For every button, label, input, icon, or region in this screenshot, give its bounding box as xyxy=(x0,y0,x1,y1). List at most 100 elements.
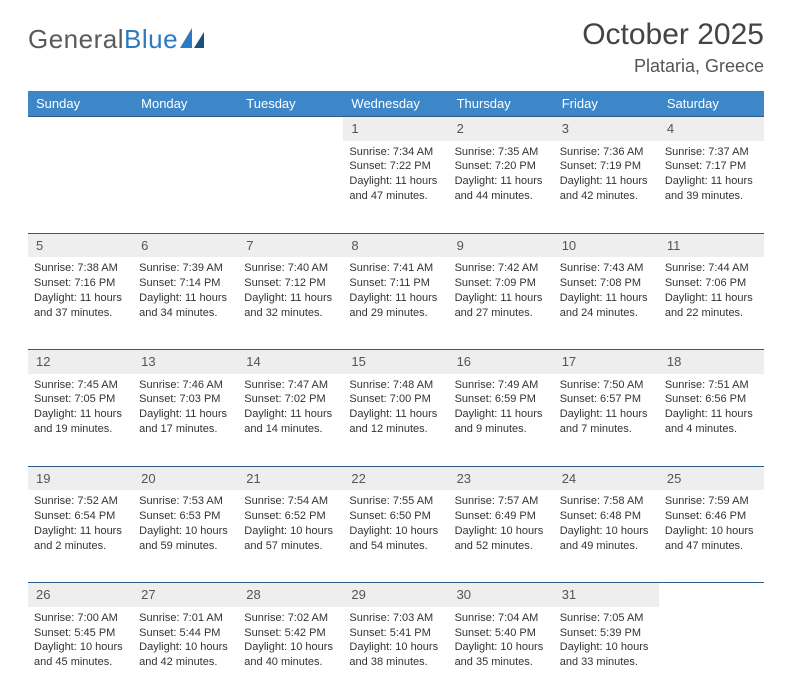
day-number: 7 xyxy=(238,233,343,258)
calendar-cell: Sunrise: 7:36 AMSunset: 7:19 PMDaylight:… xyxy=(554,141,659,233)
day-details: Sunrise: 7:54 AMSunset: 6:52 PMDaylight:… xyxy=(244,494,337,553)
calendar-cell xyxy=(659,607,764,699)
day-details: Sunrise: 7:44 AMSunset: 7:06 PMDaylight:… xyxy=(665,261,758,320)
daylight-line: Daylight: 10 hours and 47 minutes. xyxy=(665,524,758,554)
day-number-empty xyxy=(133,116,238,141)
sunrise-line: Sunrise: 7:46 AM xyxy=(139,378,232,393)
calendar-cell: Sunrise: 7:45 AMSunset: 7:05 PMDaylight:… xyxy=(28,374,133,466)
calendar-daynum-row: 12131415161718 xyxy=(28,349,764,374)
calendar-cell: Sunrise: 7:46 AMSunset: 7:03 PMDaylight:… xyxy=(133,374,238,466)
day-details: Sunrise: 7:41 AMSunset: 7:11 PMDaylight:… xyxy=(349,261,442,320)
day-details: Sunrise: 7:43 AMSunset: 7:08 PMDaylight:… xyxy=(560,261,653,320)
daylight-line: Daylight: 11 hours and 22 minutes. xyxy=(665,291,758,321)
day-header: Monday xyxy=(133,91,238,116)
day-details: Sunrise: 7:40 AMSunset: 7:12 PMDaylight:… xyxy=(244,261,337,320)
sunrise-line: Sunrise: 7:57 AM xyxy=(455,494,548,509)
calendar-cell xyxy=(133,141,238,233)
day-details: Sunrise: 7:45 AMSunset: 7:05 PMDaylight:… xyxy=(34,378,127,437)
calendar-cell: Sunrise: 7:50 AMSunset: 6:57 PMDaylight:… xyxy=(554,374,659,466)
calendar-cell: Sunrise: 7:37 AMSunset: 7:17 PMDaylight:… xyxy=(659,141,764,233)
day-number: 30 xyxy=(449,582,554,607)
day-number: 14 xyxy=(238,349,343,374)
day-details: Sunrise: 7:35 AMSunset: 7:20 PMDaylight:… xyxy=(455,145,548,204)
sunrise-line: Sunrise: 7:05 AM xyxy=(560,611,653,626)
sunset-line: Sunset: 7:17 PM xyxy=(665,159,758,174)
sunset-line: Sunset: 7:05 PM xyxy=(34,392,127,407)
day-details: Sunrise: 7:52 AMSunset: 6:54 PMDaylight:… xyxy=(34,494,127,553)
day-details: Sunrise: 7:38 AMSunset: 7:16 PMDaylight:… xyxy=(34,261,127,320)
sunrise-line: Sunrise: 7:02 AM xyxy=(244,611,337,626)
sunset-line: Sunset: 5:44 PM xyxy=(139,626,232,641)
calendar-cell: Sunrise: 7:38 AMSunset: 7:16 PMDaylight:… xyxy=(28,257,133,349)
daylight-line: Daylight: 11 hours and 17 minutes. xyxy=(139,407,232,437)
daylight-line: Daylight: 10 hours and 49 minutes. xyxy=(560,524,653,554)
sunrise-line: Sunrise: 7:55 AM xyxy=(349,494,442,509)
sunrise-line: Sunrise: 7:35 AM xyxy=(455,145,548,160)
calendar-cell: Sunrise: 7:43 AMSunset: 7:08 PMDaylight:… xyxy=(554,257,659,349)
day-number-empty xyxy=(238,116,343,141)
calendar-cell: Sunrise: 7:01 AMSunset: 5:44 PMDaylight:… xyxy=(133,607,238,699)
sunrise-line: Sunrise: 7:00 AM xyxy=(34,611,127,626)
logo: GeneralBlue xyxy=(28,18,206,55)
daylight-line: Daylight: 10 hours and 54 minutes. xyxy=(349,524,442,554)
calendar-cell: Sunrise: 7:52 AMSunset: 6:54 PMDaylight:… xyxy=(28,490,133,582)
sunrise-line: Sunrise: 7:54 AM xyxy=(244,494,337,509)
calendar-week-row: Sunrise: 7:38 AMSunset: 7:16 PM Daylight:… xyxy=(28,257,764,349)
calendar-cell: Sunrise: 7:48 AMSunset: 7:00 PMDaylight:… xyxy=(343,374,448,466)
daylight-line: Daylight: 11 hours and 7 minutes. xyxy=(560,407,653,437)
sunset-line: Sunset: 5:45 PM xyxy=(34,626,127,641)
day-header: Sunday xyxy=(28,91,133,116)
day-number: 23 xyxy=(449,466,554,491)
calendar-cell: Sunrise: 7:04 AMSunset: 5:40 PMDaylight:… xyxy=(449,607,554,699)
calendar-cell: Sunrise: 7:40 AMSunset: 7:12 PMDaylight:… xyxy=(238,257,343,349)
daylight-line: Daylight: 11 hours and 4 minutes. xyxy=(665,407,758,437)
daylight-line: Daylight: 11 hours and 9 minutes. xyxy=(455,407,548,437)
day-number: 26 xyxy=(28,582,133,607)
daylight-line: Daylight: 11 hours and 29 minutes. xyxy=(349,291,442,321)
sunset-line: Sunset: 6:54 PM xyxy=(34,509,127,524)
calendar-header-row: Sunday Monday Tuesday Wednesday Thursday… xyxy=(28,91,764,116)
sunrise-line: Sunrise: 7:04 AM xyxy=(455,611,548,626)
sunset-line: Sunset: 7:14 PM xyxy=(139,276,232,291)
day-number: 21 xyxy=(238,466,343,491)
day-details: Sunrise: 7:01 AMSunset: 5:44 PMDaylight:… xyxy=(139,611,232,670)
header: GeneralBlue October 2025 Plataria, Greec… xyxy=(28,18,764,77)
calendar-cell: Sunrise: 7:55 AMSunset: 6:50 PMDaylight:… xyxy=(343,490,448,582)
sunrise-line: Sunrise: 7:50 AM xyxy=(560,378,653,393)
calendar-daynum-row: 19202122232425 xyxy=(28,466,764,491)
calendar-daynum-row: 567891011 xyxy=(28,233,764,258)
day-details: Sunrise: 7:50 AMSunset: 6:57 PMDaylight:… xyxy=(560,378,653,437)
day-details: Sunrise: 7:58 AMSunset: 6:48 PMDaylight:… xyxy=(560,494,653,553)
day-number: 20 xyxy=(133,466,238,491)
sunset-line: Sunset: 7:06 PM xyxy=(665,276,758,291)
day-details: Sunrise: 7:34 AMSunset: 7:22 PMDaylight:… xyxy=(349,145,442,204)
daylight-line: Daylight: 11 hours and 2 minutes. xyxy=(34,524,127,554)
day-number: 27 xyxy=(133,582,238,607)
sunset-line: Sunset: 5:40 PM xyxy=(455,626,548,641)
sunrise-line: Sunrise: 7:38 AM xyxy=(34,261,127,276)
calendar-week-row: Sunrise: 7:52 AMSunset: 6:54 PMDaylight:… xyxy=(28,490,764,582)
day-number: 28 xyxy=(238,582,343,607)
calendar-cell: Sunrise: 7:41 AMSunset: 7:11 PMDaylight:… xyxy=(343,257,448,349)
calendar-cell: Sunrise: 7:34 AMSunset: 7:22 PMDaylight:… xyxy=(343,141,448,233)
day-number: 15 xyxy=(343,349,448,374)
daylight-line: Daylight: 11 hours and 32 minutes. xyxy=(244,291,337,321)
sunrise-line: Sunrise: 7:42 AM xyxy=(455,261,548,276)
sunset-line: Sunset: 7:11 PM xyxy=(349,276,442,291)
daylight-line: Daylight: 11 hours and 39 minutes. xyxy=(665,174,758,204)
daylight-line: Daylight: 11 hours and 44 minutes. xyxy=(455,174,548,204)
sunset-line: Sunset: 7:16 PM xyxy=(34,276,127,291)
day-number: 10 xyxy=(554,233,659,258)
sunset-line: Sunset: 7:19 PM xyxy=(560,159,653,174)
logo-text: GeneralBlue xyxy=(28,24,178,55)
daylight-line: Daylight: 11 hours and 47 minutes. xyxy=(349,174,442,204)
day-number: 1 xyxy=(343,116,448,141)
day-number: 16 xyxy=(449,349,554,374)
sunset-line: Sunset: 7:00 PM xyxy=(349,392,442,407)
day-number: 13 xyxy=(133,349,238,374)
day-number: 17 xyxy=(554,349,659,374)
day-number: 3 xyxy=(554,116,659,141)
sunrise-line: Sunrise: 7:45 AM xyxy=(34,378,127,393)
sunrise-line: Sunrise: 7:39 AM xyxy=(139,261,232,276)
day-number: 22 xyxy=(343,466,448,491)
